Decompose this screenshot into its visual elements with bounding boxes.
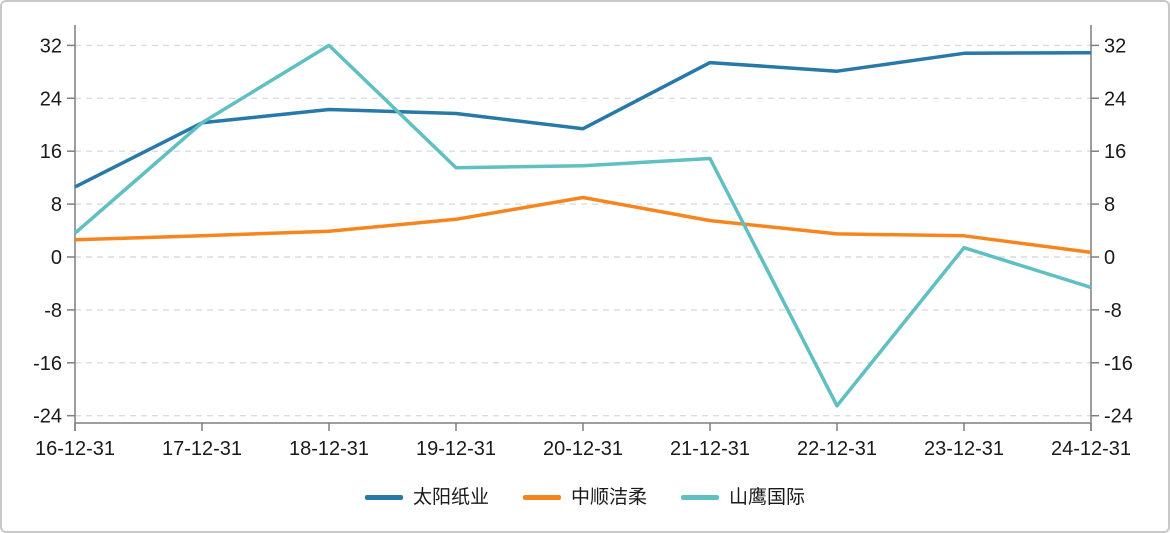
legend-swatch-icon (522, 495, 561, 500)
x-axis-tick-label: 20-12-31 (543, 438, 623, 460)
x-axis-tick-label: 22-12-31 (797, 438, 877, 460)
x-axis-tick-label: 21-12-31 (670, 438, 750, 460)
series-line-1 (74, 195, 1092, 255)
y-axis-tick-label-left: 0 (51, 247, 62, 269)
x-axis-tick-label: 17-12-31 (162, 438, 242, 460)
x-axis-tick-label: 19-12-31 (416, 438, 496, 460)
x-axis-tick-label: 23-12-31 (924, 438, 1004, 460)
y-axis-tick-label-right: 24 (1104, 88, 1126, 110)
y-axis-tick-label-right: 32 (1104, 35, 1126, 57)
y-axis-tick-label-left: -24 (33, 406, 62, 428)
series-line-2 (73, 43, 1092, 408)
y-axis-tick-label-right: 16 (1104, 141, 1126, 163)
y-axis-tick-label-left: 8 (51, 194, 62, 216)
legend-item-2: 山鹰国际 (681, 488, 805, 507)
legend-item-1: 中顺洁柔 (522, 487, 647, 508)
y-axis-tick-label-left: 16 (40, 141, 62, 163)
legend-swatch-icon (681, 495, 719, 500)
y-axis-tick-label-left: -16 (33, 353, 62, 375)
y-axis-tick-label-left: 32 (40, 35, 62, 57)
x-axis-tick-label: 24-12-31 (1051, 438, 1131, 460)
y-axis-tick-label-left: 24 (40, 88, 62, 110)
y-axis-tick-label-right: 8 (1104, 194, 1115, 216)
legend-item-0: 太阳纸业 (364, 487, 489, 508)
x-axis-tick-label: 18-12-31 (289, 438, 369, 460)
legend-label: 中顺洁柔 (570, 487, 647, 508)
y-axis-tick-label-right: -24 (1104, 406, 1133, 428)
y-axis-tick-label-right: -16 (1104, 353, 1133, 375)
y-axis-tick-label-right: -8 (1104, 300, 1122, 322)
series-line-0 (74, 50, 1092, 189)
chart-legend: 太阳纸业 中顺洁柔 山鹰国际 (2, 488, 1168, 507)
x-axis-tick-label: 16-12-31 (35, 438, 115, 460)
legend-label: 山鹰国际 (729, 487, 806, 508)
legend-label: 太阳纸业 (412, 487, 489, 508)
y-axis-tick-label-left: -8 (44, 300, 62, 322)
legend-swatch-icon (364, 495, 403, 500)
y-axis-tick-label-right: 0 (1104, 247, 1115, 269)
